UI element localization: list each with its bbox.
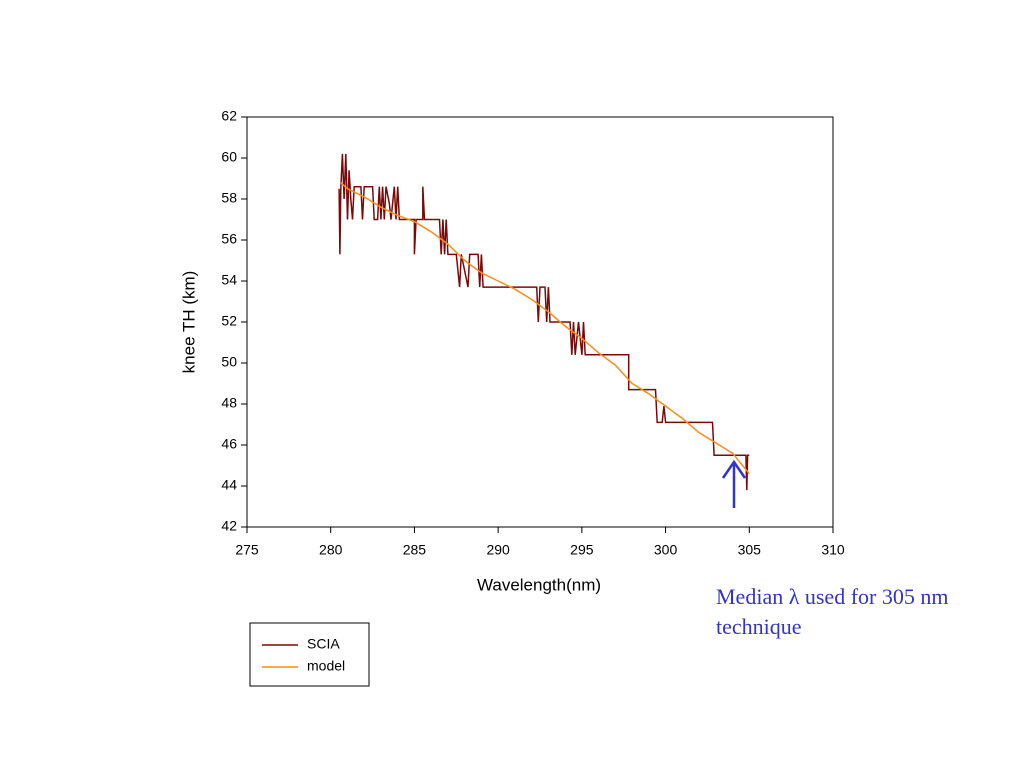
y-tick-label: 48 xyxy=(221,395,237,411)
annotation-arrowhead xyxy=(721,459,747,479)
y-tick-label: 46 xyxy=(221,436,237,452)
y-tick-label: 50 xyxy=(221,354,237,370)
plot-frame xyxy=(246,116,834,528)
x-tick-label: 305 xyxy=(738,542,762,558)
annotation-box: Median λ used for 305 nm technique xyxy=(716,584,949,639)
legend-label: model xyxy=(307,658,345,674)
x-axis-label: Wavelength(nm) xyxy=(477,575,601,594)
x-tick-label: 290 xyxy=(486,542,510,558)
series-line xyxy=(340,182,750,475)
y-tick-label: 62 xyxy=(221,108,237,124)
y-tick-label: 60 xyxy=(221,149,237,165)
x-tick-label: 295 xyxy=(570,542,594,558)
legend-label: SCIA xyxy=(307,636,340,652)
y-tick-label: 56 xyxy=(221,231,237,247)
series-line xyxy=(338,153,750,491)
x-tick-label: 310 xyxy=(821,542,845,558)
y-axis-label: knee TH (km) xyxy=(179,271,198,374)
y-tick-label: 52 xyxy=(221,313,237,329)
annotation: Median λ used for 305 nm technique xyxy=(716,584,949,639)
x-tick-label: 300 xyxy=(654,542,678,558)
y-tick-label: 54 xyxy=(221,272,237,288)
x-tick-label: 275 xyxy=(235,542,259,558)
x-tick-label: 280 xyxy=(319,542,343,558)
y-tick-label: 58 xyxy=(221,190,237,206)
legend-box xyxy=(249,622,370,687)
y-tick-label: 42 xyxy=(221,518,237,534)
x-tick-label: 285 xyxy=(403,542,427,558)
y-tick-label: 44 xyxy=(221,477,237,493)
